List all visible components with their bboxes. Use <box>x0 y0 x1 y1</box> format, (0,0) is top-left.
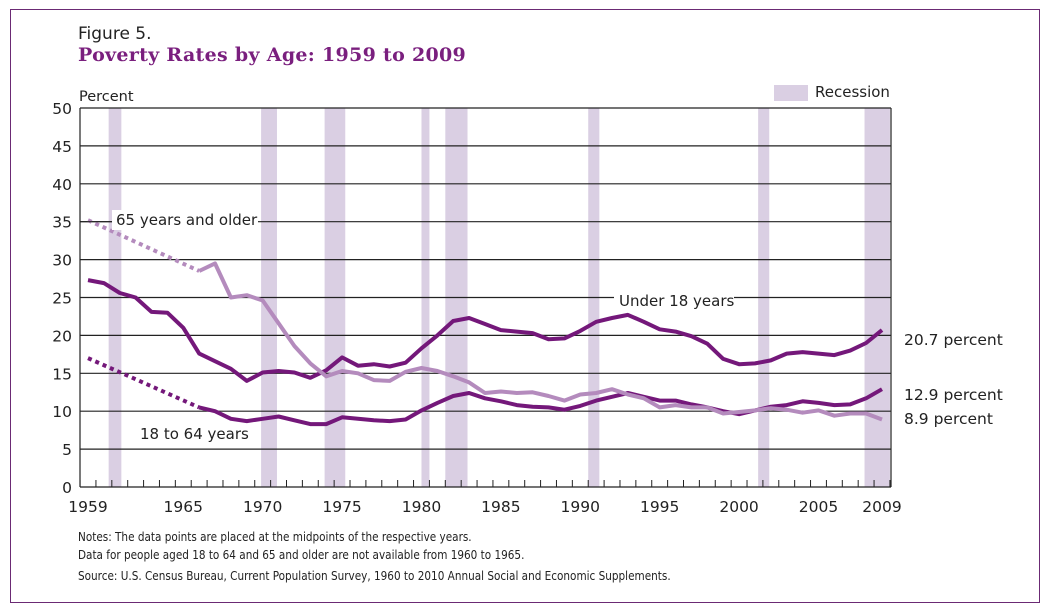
series-label-65-plus: 65 years and older <box>116 211 258 229</box>
series-lines <box>87 218 884 427</box>
y-tick-label: 45 <box>52 138 72 156</box>
note-line-1: Notes: The data points are placed at the… <box>78 529 472 544</box>
y-tick-label: 25 <box>52 290 72 308</box>
y-tick-label: 30 <box>52 252 72 270</box>
y-tick-label: 35 <box>52 214 72 232</box>
x-tick-label: 1980 <box>402 498 441 516</box>
series-line-65-plus <box>198 261 883 422</box>
x-tick-label: 2000 <box>719 498 758 516</box>
note-line-2: Data for people aged 18 to 64 and 65 and… <box>78 547 525 562</box>
axes: 0 5 10 15 20 25 30 35 40 45 50 Percent 1959 1965 1970 1… <box>52 89 901 516</box>
y-axis-label: Percent <box>79 89 134 105</box>
y-tick-label: 15 <box>52 365 72 383</box>
x-tick-label: 2005 <box>799 498 838 516</box>
legend: Recession <box>774 83 890 101</box>
end-label-18-to-64: 12.9 percent <box>904 386 1003 404</box>
source-line: Source: U.S. Census Bureau, Current Popu… <box>78 568 671 583</box>
legend-label-recession: Recession <box>815 83 890 101</box>
label-bg <box>112 210 258 230</box>
end-label-under-18: 20.7 percent <box>904 331 1003 349</box>
end-label-65-plus: 8.9 percent <box>904 410 993 428</box>
x-tick-label: 1990 <box>561 498 600 516</box>
x-tick-label: 1975 <box>322 498 361 516</box>
x-tick-label: 1995 <box>640 498 679 516</box>
annotations: 65 years and older Under 18 years 18 to 64… <box>80 210 1003 443</box>
figure-frame <box>10 9 1040 603</box>
y-tick-label: 20 <box>52 327 72 345</box>
label-bg <box>614 292 734 312</box>
x-tick-label: 1965 <box>164 498 203 516</box>
y-tick-label: 50 <box>52 100 72 118</box>
y-tick-label: 5 <box>62 441 72 459</box>
series-dotted-18-to-64 <box>87 356 200 410</box>
notes: Notes: The data points are placed at the… <box>78 528 715 585</box>
x-tick-label: 1985 <box>481 498 520 516</box>
series-label-18-to-64: 18 to 64 years <box>140 425 249 443</box>
figure-title: Poverty Rates by Age: 1959 to 2009 <box>78 44 467 66</box>
x-tick-label: 1959 <box>68 498 107 516</box>
y-tick-label: 0 <box>62 479 72 497</box>
x-tick-label: 1970 <box>243 498 282 516</box>
legend-swatch-recession <box>774 85 808 101</box>
y-tick-label: 40 <box>52 176 72 194</box>
series-line-under-18 <box>87 278 884 383</box>
series-label-under-18: Under 18 years <box>619 292 734 310</box>
x-tick-label: 2009 <box>862 498 901 516</box>
y-tick-label: 10 <box>52 403 72 421</box>
figure-label: Figure 5. <box>78 24 152 44</box>
